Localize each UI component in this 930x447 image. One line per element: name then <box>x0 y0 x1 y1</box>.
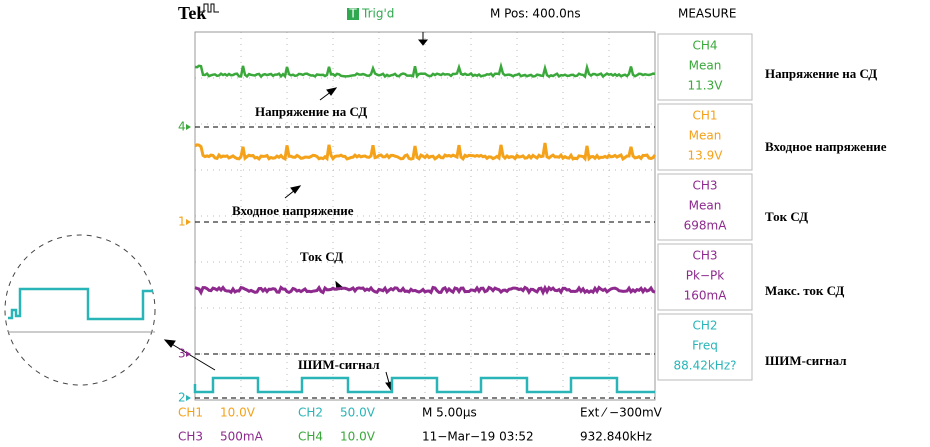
channel-marker: 1 <box>178 215 186 229</box>
position: M Pos: 400.0ns <box>490 7 581 21</box>
brand: Tek <box>178 3 206 23</box>
footer-text: 932.840kHz <box>580 430 652 444</box>
footer-text: M 5.00µs <box>422 406 477 420</box>
measure-value: 698mA <box>684 219 728 233</box>
footer-text: CH3 <box>178 430 203 444</box>
footer-text: CH4 <box>298 430 323 444</box>
footer-text: CH2 <box>298 406 323 420</box>
measure-value: 88.42kHz? <box>674 359 737 373</box>
footer-text: 10.0V <box>220 406 256 420</box>
trigger-status: Trig'd <box>361 7 394 21</box>
annotation: ШИМ-сигнал <box>298 357 380 372</box>
measure-channel: CH4 <box>692 39 717 53</box>
measure-stat: Pk−Pk <box>686 269 724 283</box>
footer-text: 500mA <box>220 430 264 444</box>
footer-text: 50.0V <box>340 406 376 420</box>
footer-text: Ext ⁄ −300mV <box>580 406 663 420</box>
measure-value: 13.9V <box>688 149 724 163</box>
measure-stat: Mean <box>689 199 722 213</box>
channel-marker: 4 <box>178 120 186 134</box>
measure-channel: CH3 <box>692 249 717 263</box>
measure-channel: CH2 <box>692 319 717 333</box>
measure-title: MEASURE <box>678 7 736 21</box>
measure-value: 11.3V <box>688 79 724 93</box>
side-label: Напряжение на СД <box>765 66 877 81</box>
footer-text: 10.0V <box>340 430 376 444</box>
footer-text: 11−Mar−19 03:52 <box>422 430 534 444</box>
zoom-wave <box>8 289 153 319</box>
trig-icon: T <box>348 7 357 21</box>
footer-text: CH1 <box>178 406 203 420</box>
side-label: Входное напряжение <box>765 139 887 154</box>
annotation: Напряжение на СД <box>255 104 367 119</box>
annotation: Ток СД <box>300 249 343 264</box>
measure-channel: CH1 <box>692 109 717 123</box>
measure-stat: Mean <box>689 129 722 143</box>
channel-marker: 3 <box>178 347 186 361</box>
zoom-circle <box>5 235 155 385</box>
side-label: ШИМ-сигнал <box>765 353 847 368</box>
measure-stat: Mean <box>689 59 722 73</box>
screenshot: T Trig'd Tek M Pos: 400.0ns MEASURE CH4 M… <box>0 0 930 447</box>
oscilloscope: T Trig'd Tek M Pos: 400.0ns MEASURE CH4 M… <box>0 0 930 447</box>
annotation: Входное напряжение <box>232 203 354 218</box>
side-label: Ток СД <box>765 209 808 224</box>
measure-channel: CH3 <box>692 179 717 193</box>
channel-marker: 2 <box>178 391 186 405</box>
measure-value: 160mA <box>684 289 728 303</box>
side-label: Макс. ток СД <box>765 283 844 298</box>
measure-stat: Freq <box>692 339 718 353</box>
